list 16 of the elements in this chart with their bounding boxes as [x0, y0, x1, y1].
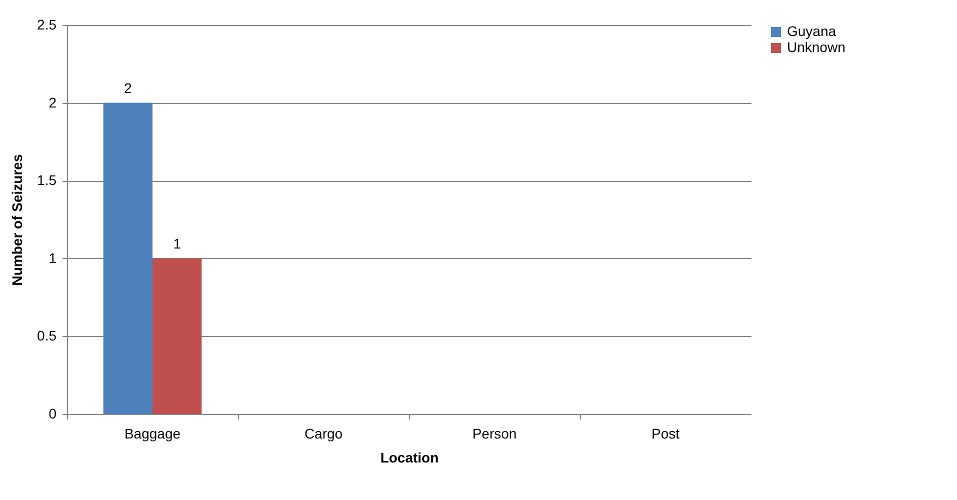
y-tick-label: 1	[48, 250, 57, 266]
data-label: 1	[173, 235, 182, 252]
data-label: 2	[124, 80, 132, 96]
y-tick-label: 1.5	[37, 172, 57, 188]
x-axis-title: Location	[380, 450, 439, 466]
y-tick-label: 0.5	[37, 328, 57, 344]
y-tick-label: 2	[48, 94, 57, 110]
x-tick-label: Person	[472, 426, 517, 442]
x-tick-label: Post	[651, 426, 680, 442]
y-axis-title: Number of Seizures	[9, 154, 26, 286]
legend-label: Unknown	[787, 39, 846, 55]
y-tick-label: 0	[48, 406, 57, 422]
legend-label: Guyana	[787, 23, 836, 39]
x-tick-label: Cargo	[304, 426, 343, 442]
x-tick-label: Baggage	[124, 426, 181, 442]
y-tick-label: 2.5	[37, 16, 57, 32]
